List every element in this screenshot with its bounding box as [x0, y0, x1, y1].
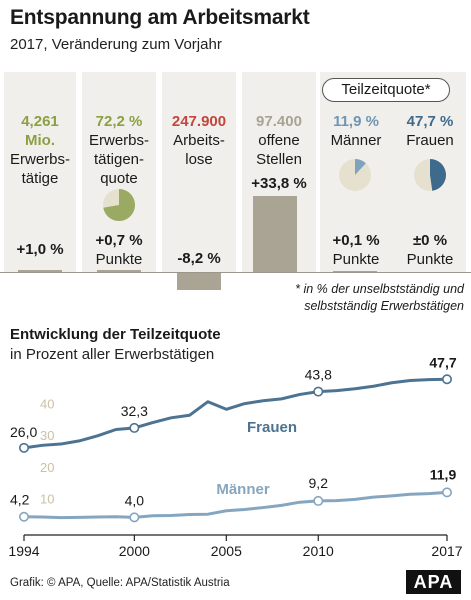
change-erwerbstaetigenquote: +0,7 % Punkte [82, 231, 156, 269]
panel-erwerbstaetige [4, 72, 76, 272]
change-value: ±0 % [412, 232, 448, 249]
data-point [129, 512, 140, 523]
series-line [23, 377, 448, 450]
footnote: * in % der unselbstständig und selbststä… [240, 281, 464, 315]
data-point [313, 495, 324, 506]
change-value: +1,0 % [16, 241, 64, 258]
teilzeitquote-label: Teilzeitquote* [322, 78, 450, 102]
data-label: 43,8 [305, 367, 332, 383]
y-tick-label: 40 [40, 397, 54, 412]
change-value: +0,7 % [95, 232, 143, 249]
kpi-offene-stellen: 97.400 offene Stellen [242, 112, 316, 169]
change-maenner: +0,1 % Punkte [320, 231, 392, 269]
kpi-value: 247.900 [171, 113, 227, 130]
apa-logo: APA [406, 570, 461, 594]
data-point [441, 487, 452, 498]
kpi-value: 47,7 % [406, 113, 454, 130]
data-label: 4,2 [10, 492, 30, 508]
series-line [23, 490, 448, 520]
line-chart-subtitle: in Prozent aller Erwerbstätigen [10, 346, 215, 363]
kpi-value: 97.400 [256, 113, 302, 130]
change-unit: Punkte [95, 251, 143, 268]
kpi-label: offene [258, 132, 300, 149]
footnote-line: * in % der unselbstständig und [295, 282, 464, 296]
x-tick-label: 2010 [303, 543, 334, 559]
bar-arbeitslose [177, 272, 221, 291]
kpi-label: Stellen [256, 151, 302, 168]
bar-maenner [333, 270, 377, 272]
x-tick-label: 2017 [431, 543, 462, 559]
kpi-label: Erwerbs- [88, 132, 149, 149]
change-value: -8,2 % [177, 250, 221, 267]
kpi-frauen: 47,7 % Frauen [394, 112, 466, 150]
change-offene-stellen: +33,8 % [242, 174, 316, 193]
kpi-label: lose [185, 151, 213, 168]
pie-slice [430, 159, 446, 191]
y-tick-label: 10 [40, 491, 54, 506]
data-label: 9,2 [309, 475, 329, 491]
chart-subtitle: 2017, Veränderung zum Vorjahr [10, 36, 222, 53]
kpi-label: Arbeits- [173, 132, 225, 149]
kpi-arbeitslose: 247.900 Arbeits- lose [162, 112, 236, 169]
kpi-value: 72,2 % [95, 113, 143, 130]
panel-arbeitslose [162, 72, 236, 272]
data-label: 4,0 [125, 492, 145, 508]
x-tick-label: 2000 [119, 543, 150, 559]
kpi-value: 4,261 [21, 113, 59, 130]
pie-slice [355, 159, 366, 175]
change-arbeitslose: -8,2 % [162, 249, 236, 268]
pie-frauen [414, 159, 446, 191]
chart-title: Entspannung am Arbeitsmarkt [10, 6, 310, 29]
kpi-erwerbstaetige: 4,261 Mio. Erwerbs- tätige [4, 112, 76, 188]
kpi-label: Erwerbs- [9, 151, 70, 168]
series-name-label: Frauen [247, 419, 297, 436]
kpi-maenner: 11,9 % Männer [320, 112, 392, 150]
data-point [18, 511, 29, 522]
y-tick-label: 30 [40, 428, 54, 443]
y-tick-label: 20 [40, 460, 54, 475]
data-label: 47,7 [429, 354, 456, 370]
source-credit: Grafik: © APA, Quelle: APA/Statistik Aus… [10, 577, 230, 589]
data-label: 11,9 [430, 466, 457, 482]
footnote-line: selbstständig Erwerbstätigen [304, 299, 464, 313]
change-erwerbstaetige: +1,0 % [4, 240, 76, 259]
panel-erwerbstaetigenquote [82, 72, 156, 272]
change-value: +0,1 % [332, 232, 380, 249]
data-point [18, 442, 29, 453]
change-unit: Punkte [406, 251, 454, 268]
bar-erwerbstaetige [18, 269, 62, 272]
pie-slice [103, 189, 135, 221]
kpi-value: 11,9 % [333, 113, 379, 130]
change-value: +33,8 % [251, 175, 307, 192]
data-point [129, 422, 140, 433]
kpi-erwerbstaetigenquote: 72,2 % Erwerbs- tätigen- quote [82, 112, 156, 188]
series-name-label: Männer [216, 481, 270, 498]
kpi-value-unit: Mio. [25, 132, 55, 149]
kpi-label: quote [100, 170, 138, 187]
kpi-label: tätigen- [93, 151, 145, 168]
bar-erwerbstaetigenquote [97, 270, 141, 272]
data-label: 26,0 [10, 424, 37, 440]
x-tick-label: 1994 [8, 543, 39, 559]
data-point [313, 386, 324, 397]
pie-maenner [339, 159, 371, 191]
bar-offene-stellen [253, 195, 297, 272]
pie-erwerbstaetigenquote [103, 189, 135, 221]
kpi-label: Männer [330, 132, 382, 149]
kpi-label: tätige [21, 170, 59, 187]
bar-baseline [0, 272, 471, 273]
change-unit: Punkte [332, 251, 380, 268]
x-tick-label: 2005 [211, 543, 242, 559]
line-chart-title: Entwicklung der Teilzeitquote [10, 326, 221, 343]
change-frauen: ±0 % Punkte [394, 231, 466, 269]
kpi-label: Frauen [406, 132, 454, 149]
data-label: 32,3 [121, 403, 148, 419]
data-point [441, 374, 452, 385]
